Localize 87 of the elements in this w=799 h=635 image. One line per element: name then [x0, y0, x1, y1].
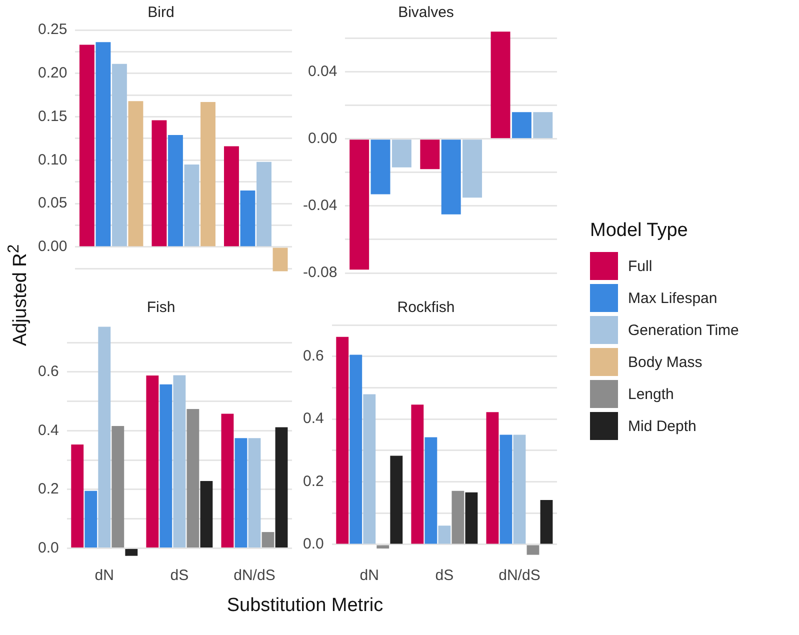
bar: [438, 526, 451, 544]
y-tick-label: 0.6: [302, 347, 324, 364]
bar: [411, 404, 424, 544]
x-tick-label: dS: [435, 567, 454, 584]
bar: [173, 375, 186, 548]
bar: [486, 412, 499, 544]
y-tick-label: 0.0: [302, 536, 324, 553]
y-tick-label: -0.08: [302, 264, 338, 282]
bar: [500, 434, 512, 544]
bar: [79, 44, 94, 246]
bar: [98, 326, 111, 548]
bar: [224, 146, 239, 246]
bar: [184, 164, 200, 246]
y-tick-label: 0.20: [38, 64, 68, 82]
bar: [465, 492, 478, 544]
bar: [186, 408, 200, 548]
bar: [221, 414, 234, 548]
legend-label: Full: [628, 258, 652, 274]
legend-label: Length: [628, 386, 674, 402]
bar: [240, 190, 256, 246]
bar: [125, 548, 138, 556]
bar: [350, 354, 362, 544]
bar: [513, 434, 526, 544]
chart-title: Fish: [146, 299, 176, 316]
legend-label: Max Lifespan: [628, 290, 718, 306]
bar: [526, 545, 540, 555]
chart-title: Bird: [148, 4, 174, 22]
bar: [441, 140, 461, 214]
y-tick-label: 0.05: [38, 194, 68, 212]
x-tick-label: dS: [170, 567, 189, 584]
y-tick-label: 0.00: [38, 238, 68, 256]
bar: [350, 140, 370, 270]
bar: [234, 438, 248, 548]
bar: [452, 490, 464, 544]
y-tick-label: 0.6: [38, 363, 59, 380]
legend-label: Mid Depth: [628, 418, 696, 434]
y-tick-label: 0.2: [38, 480, 59, 498]
x-tick-label: dN: [360, 567, 379, 584]
x-tick-label: dN/dS: [234, 567, 276, 584]
bar: [390, 456, 403, 544]
bar: [424, 437, 438, 544]
bar: [262, 532, 274, 548]
bar: [112, 64, 127, 246]
legend-label: Body Mass: [628, 354, 702, 370]
bar: [160, 384, 172, 548]
chart-title: Rockfish: [397, 299, 455, 316]
bar: [533, 112, 553, 138]
legend-label: Generation Time: [628, 322, 739, 338]
bar: [84, 490, 98, 548]
bar: [272, 248, 288, 272]
bar: [152, 120, 167, 246]
y-tick-label: 0.2: [302, 472, 324, 490]
bar: [200, 102, 216, 246]
bar: [168, 135, 183, 246]
bar: [370, 140, 390, 194]
bar: [256, 162, 272, 246]
y-tick-label: 0.15: [38, 108, 68, 125]
bar: [363, 394, 376, 544]
y-tick-label: 0.4: [302, 410, 324, 428]
bar: [540, 500, 553, 544]
bar: [392, 140, 412, 168]
x-tick-label: dN: [94, 567, 114, 584]
y-tick-label: 0.00: [308, 130, 338, 148]
bar: [96, 42, 111, 246]
bar: [146, 376, 159, 548]
y-tick-label: -0.04: [302, 197, 338, 214]
bar: [420, 140, 440, 170]
bar: [490, 32, 510, 138]
legend-title: Model Type: [590, 220, 689, 242]
y-tick-label: 0.0: [38, 539, 59, 556]
chart-title: Bivalves: [398, 4, 454, 22]
bar: [376, 545, 390, 549]
y-tick-label: 0.4: [38, 422, 59, 439]
bar: [112, 426, 124, 548]
bar: [71, 444, 84, 548]
y-tick-label: 0.04: [308, 63, 338, 80]
bar: [336, 336, 349, 544]
bar: [512, 112, 532, 138]
bar: [275, 427, 288, 548]
bar: [200, 480, 213, 548]
y-tick-label: 0.25: [38, 21, 68, 38]
bar: [248, 438, 261, 548]
y-tick-label: 0.10: [38, 151, 68, 168]
bar: [128, 101, 144, 246]
bar: [462, 140, 482, 198]
x-tick-label: dN/dS: [498, 567, 540, 584]
x-axis-title: Substitution Metric: [226, 595, 384, 617]
